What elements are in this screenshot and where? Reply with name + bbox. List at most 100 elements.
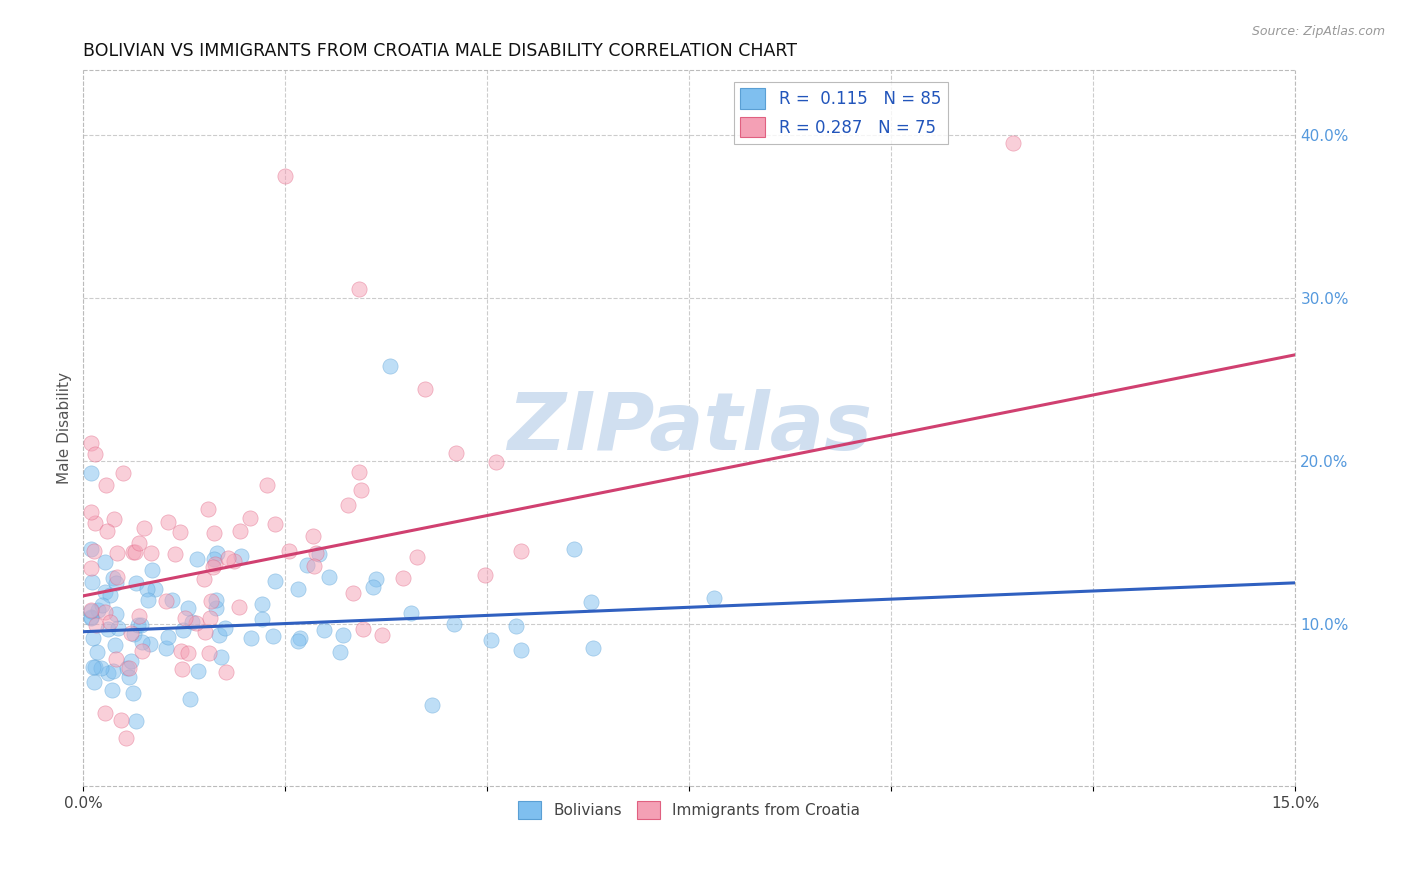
Point <box>290 631 312 645</box>
Point <box>295 558 318 572</box>
Point <box>93 706 115 721</box>
Point <box>215 665 238 680</box>
Point <box>118 661 141 675</box>
Point <box>80 561 103 575</box>
Point <box>82 660 104 674</box>
Point <box>301 528 323 542</box>
Point <box>105 570 128 584</box>
Point <box>176 646 198 660</box>
Point <box>1001 136 1024 150</box>
Point <box>169 524 191 539</box>
Text: Source: ZipAtlas.com: Source: ZipAtlas.com <box>1251 25 1385 38</box>
Point <box>91 599 114 613</box>
Point <box>129 618 152 632</box>
Point <box>364 572 387 586</box>
Point <box>302 558 325 573</box>
Point <box>274 169 297 183</box>
Point <box>83 675 105 690</box>
Point <box>214 622 236 636</box>
Point <box>252 597 274 611</box>
Point <box>104 638 127 652</box>
Point <box>105 545 128 559</box>
Point <box>80 505 103 519</box>
Point <box>155 594 177 608</box>
Point <box>474 568 496 582</box>
Point <box>100 588 122 602</box>
Point <box>380 359 402 373</box>
Point <box>136 592 159 607</box>
Point <box>80 604 103 618</box>
Point <box>127 618 149 632</box>
Point <box>94 478 117 492</box>
Point <box>170 643 193 657</box>
Text: ZIPatlas: ZIPatlas <box>508 389 872 467</box>
Point <box>308 547 330 561</box>
Point <box>177 601 200 615</box>
Point <box>197 501 219 516</box>
Point <box>263 574 285 588</box>
Point <box>350 483 373 498</box>
Point <box>132 521 155 535</box>
Point <box>120 655 142 669</box>
Point <box>139 546 162 560</box>
Text: BOLIVIAN VS IMMIGRANTS FROM CROATIA MALE DISABILITY CORRELATION CHART: BOLIVIAN VS IMMIGRANTS FROM CROATIA MALE… <box>83 42 797 60</box>
Point <box>204 592 226 607</box>
Point <box>287 582 309 596</box>
Point <box>172 624 194 638</box>
Point <box>122 545 145 559</box>
Point <box>128 609 150 624</box>
Point <box>352 622 374 636</box>
Point <box>122 686 145 700</box>
Point <box>82 631 104 645</box>
Point <box>105 652 128 666</box>
Point <box>87 603 110 617</box>
Point <box>239 631 262 645</box>
Point <box>200 594 222 608</box>
Point <box>90 661 112 675</box>
Point <box>118 670 141 684</box>
Point <box>446 446 468 460</box>
Point <box>200 611 222 625</box>
Point <box>186 616 208 631</box>
Point <box>93 605 115 619</box>
Point <box>205 601 228 615</box>
Point <box>239 511 262 525</box>
Point <box>361 580 384 594</box>
Point <box>136 582 159 596</box>
Point <box>405 550 427 565</box>
Point <box>180 615 202 629</box>
Point <box>107 621 129 635</box>
Point <box>703 591 725 605</box>
Point <box>287 633 309 648</box>
Point <box>143 582 166 596</box>
Point <box>262 629 284 643</box>
Point <box>101 664 124 678</box>
Point <box>202 559 225 574</box>
Point <box>399 607 422 621</box>
Point <box>98 615 121 629</box>
Point <box>104 607 127 621</box>
Point <box>371 628 394 642</box>
Point <box>156 630 179 644</box>
Point <box>391 571 413 585</box>
Point <box>131 644 153 658</box>
Point <box>128 536 150 550</box>
Point <box>122 627 145 641</box>
Point <box>174 611 197 625</box>
Point <box>83 659 105 673</box>
Point <box>80 575 103 590</box>
Point <box>278 543 301 558</box>
Point <box>156 516 179 530</box>
Point <box>347 282 370 296</box>
Point <box>84 516 107 530</box>
Point <box>581 595 603 609</box>
Point <box>347 465 370 479</box>
Point <box>86 645 108 659</box>
Point <box>112 466 135 480</box>
Point <box>256 478 278 492</box>
Point <box>208 628 231 642</box>
Point <box>318 570 340 584</box>
Point <box>264 517 287 532</box>
Point <box>204 557 226 571</box>
Point <box>228 600 250 615</box>
